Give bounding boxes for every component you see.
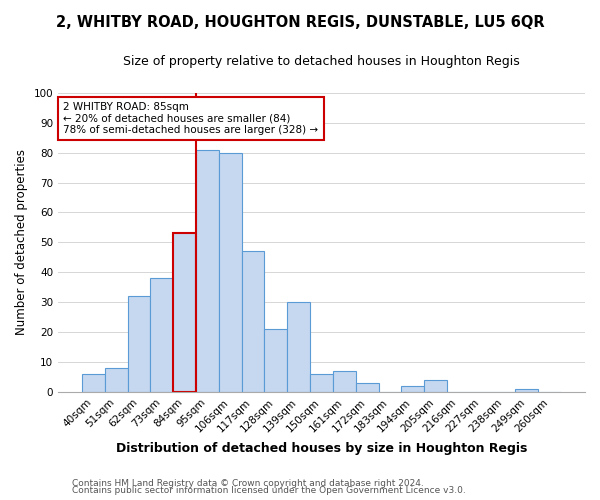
Title: Size of property relative to detached houses in Houghton Regis: Size of property relative to detached ho… bbox=[123, 55, 520, 68]
Bar bbox=[310, 374, 333, 392]
Bar bbox=[196, 150, 219, 392]
Bar bbox=[82, 374, 105, 392]
Bar bbox=[242, 252, 265, 392]
Bar bbox=[356, 383, 379, 392]
Bar bbox=[128, 296, 151, 392]
Bar bbox=[219, 152, 242, 392]
Bar bbox=[265, 329, 287, 392]
Bar bbox=[424, 380, 447, 392]
Bar bbox=[173, 234, 196, 392]
Text: 2, WHITBY ROAD, HOUGHTON REGIS, DUNSTABLE, LU5 6QR: 2, WHITBY ROAD, HOUGHTON REGIS, DUNSTABL… bbox=[56, 15, 544, 30]
Text: 2 WHITBY ROAD: 85sqm
← 20% of detached houses are smaller (84)
78% of semi-detac: 2 WHITBY ROAD: 85sqm ← 20% of detached h… bbox=[64, 102, 319, 135]
Bar bbox=[151, 278, 173, 392]
Bar bbox=[401, 386, 424, 392]
Bar bbox=[287, 302, 310, 392]
Bar bbox=[515, 389, 538, 392]
Bar bbox=[105, 368, 128, 392]
X-axis label: Distribution of detached houses by size in Houghton Regis: Distribution of detached houses by size … bbox=[116, 442, 527, 455]
Bar bbox=[333, 371, 356, 392]
Text: Contains HM Land Registry data © Crown copyright and database right 2024.: Contains HM Land Registry data © Crown c… bbox=[72, 478, 424, 488]
Y-axis label: Number of detached properties: Number of detached properties bbox=[15, 150, 28, 336]
Text: Contains public sector information licensed under the Open Government Licence v3: Contains public sector information licen… bbox=[72, 486, 466, 495]
